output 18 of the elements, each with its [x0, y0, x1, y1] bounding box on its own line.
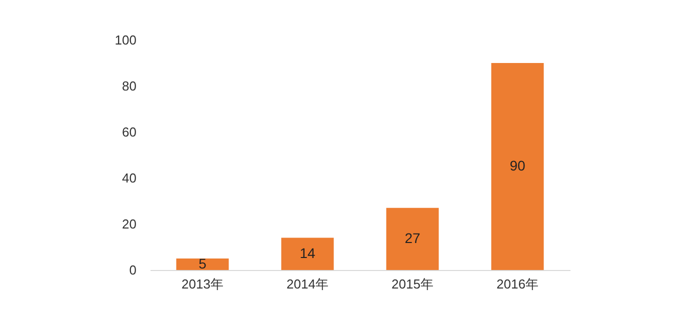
- x-tick-label: 2013年: [182, 276, 224, 292]
- bar: [281, 238, 334, 270]
- data-label: 27: [404, 230, 420, 246]
- data-label: 90: [510, 158, 526, 174]
- x-tick-label: 2015年: [392, 276, 434, 292]
- y-tick-label: 100: [114, 32, 136, 48]
- data-label: 5: [198, 255, 207, 272]
- bar: [176, 258, 229, 270]
- y-tick-label: 20: [122, 216, 136, 232]
- y-tick-label: 40: [122, 170, 136, 186]
- x-tick-label: 2014年: [286, 276, 328, 292]
- bar: [491, 63, 544, 270]
- x-tick-label: 2016年: [496, 276, 538, 292]
- y-tick-label: 80: [122, 78, 136, 94]
- bar: [386, 208, 439, 270]
- data-label: 14: [300, 244, 316, 261]
- y-tick-label: 60: [122, 124, 136, 140]
- y-tick-label: 0: [129, 262, 136, 278]
